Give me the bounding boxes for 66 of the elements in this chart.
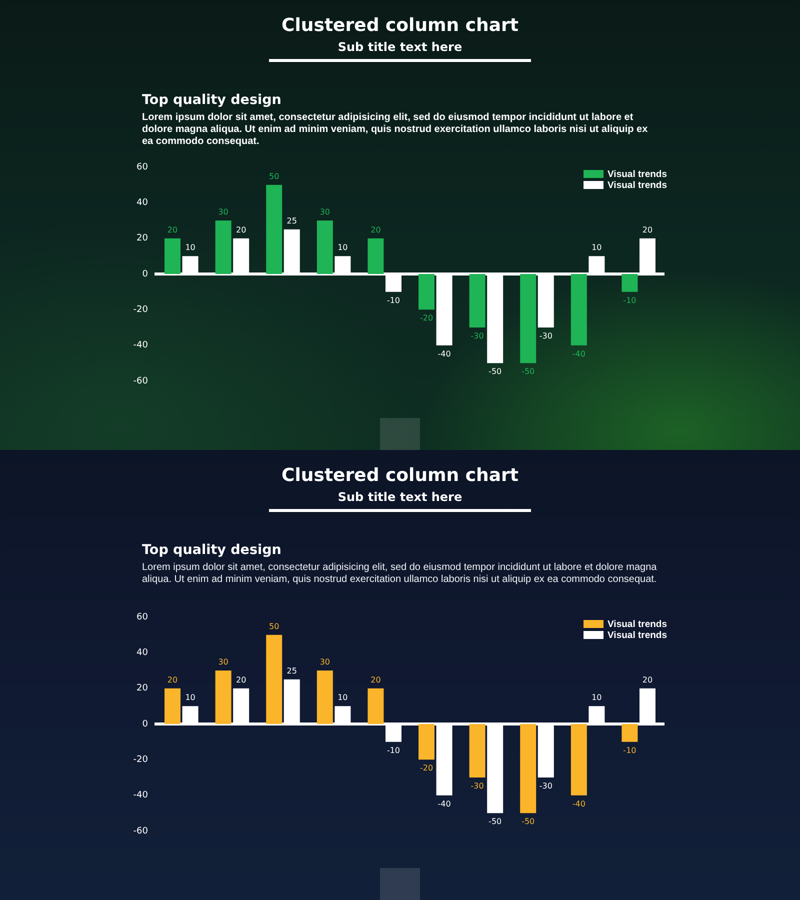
data-label: -10 xyxy=(623,296,636,305)
data-label: 20 xyxy=(236,675,246,684)
y-tick-label: 40 xyxy=(136,198,148,208)
legend-label: Visual trends xyxy=(608,630,668,642)
data-label: 30 xyxy=(218,208,228,217)
data-label: -20 xyxy=(420,314,434,323)
legend-label: Visual trends xyxy=(608,169,668,180)
y-tick-label: 60 xyxy=(136,162,148,172)
y-tick-label: 0 xyxy=(142,269,148,280)
data-label: -10 xyxy=(386,296,400,305)
text: Top quality design xyxy=(142,542,282,559)
data-label: 10 xyxy=(185,243,196,252)
y-tick-label: -40 xyxy=(133,790,148,801)
y-tick-label: 40 xyxy=(136,648,148,658)
data-label: -50 xyxy=(522,367,535,376)
chart-subtitle: Sub title text here xyxy=(336,489,464,505)
y-tick-label: -60 xyxy=(133,376,148,386)
y-tick-label: 0 xyxy=(142,719,148,730)
data-label: -10 xyxy=(386,746,400,755)
y-tick-label: -20 xyxy=(133,305,148,316)
data-label: -50 xyxy=(522,817,535,826)
data-label: -30 xyxy=(539,332,552,341)
data-label: 30 xyxy=(320,208,330,217)
legend-label: Visual trends xyxy=(608,619,668,630)
y-tick-label: -40 xyxy=(133,340,148,351)
data-label: 10 xyxy=(338,243,348,252)
y-tick-label: -20 xyxy=(133,755,148,766)
data-label: -40 xyxy=(572,799,586,808)
data-label: -10 xyxy=(623,746,636,755)
data-label: 10 xyxy=(185,693,196,702)
data-label: 20 xyxy=(642,225,653,234)
data-label: -40 xyxy=(572,349,586,358)
data-label: 25 xyxy=(286,216,297,226)
chart-subtitle: Sub title text here xyxy=(336,39,464,55)
data-label: 20 xyxy=(370,225,381,234)
text: Lorem ipsum dolor sit amet, consectetur adipisicing elit, sed do eiusmod tempor incididunt ut labore et dolore magna aliqua. Ut enim ad minim veniam, quis nostrud exercitation ullamco laboris nisi ut aliquip ex ea commodo consequat. xyxy=(142,562,658,586)
data-label: 50 xyxy=(269,622,280,631)
chart-title: Clustered column chart xyxy=(280,15,520,37)
data-label: 10 xyxy=(592,243,602,252)
data-label: -30 xyxy=(470,782,484,791)
data-label: -40 xyxy=(438,799,451,808)
text: Lorem ipsum dolor sit amet, consectetur adipisicing elit, sed do eiusmod tempor incididunt ut labore et dolore magna aliqua. Ut enim ad minim veniam, quis nostrud exercitation ullamco laboris nisi ut aliquip ex ea commodo consequat. xyxy=(142,112,649,148)
data-label: -20 xyxy=(420,764,434,773)
data-label: -30 xyxy=(470,332,484,341)
data-label: 20 xyxy=(370,675,381,684)
data-label: 20 xyxy=(236,225,246,234)
data-label: -50 xyxy=(488,367,502,376)
y-tick-label: -60 xyxy=(133,826,148,836)
chart-title: Clustered column chart xyxy=(280,465,520,487)
data-label: 20 xyxy=(167,225,178,234)
y-tick-label: 20 xyxy=(136,234,148,244)
y-tick-label: 20 xyxy=(136,684,148,694)
data-label: 25 xyxy=(286,666,297,676)
data-label: 20 xyxy=(642,675,653,684)
data-label: 20 xyxy=(167,675,178,684)
data-label: 10 xyxy=(592,693,602,702)
data-label: 50 xyxy=(269,172,280,181)
legend-label: Visual trends xyxy=(608,180,668,192)
data-label: -30 xyxy=(539,782,552,791)
data-label: -50 xyxy=(488,817,502,826)
data-label: 30 xyxy=(218,658,228,667)
data-label: 10 xyxy=(338,693,348,702)
data-label: -40 xyxy=(438,349,451,358)
data-label: 30 xyxy=(320,658,330,667)
text: Top quality design xyxy=(142,92,282,109)
y-tick-label: 60 xyxy=(136,612,148,622)
